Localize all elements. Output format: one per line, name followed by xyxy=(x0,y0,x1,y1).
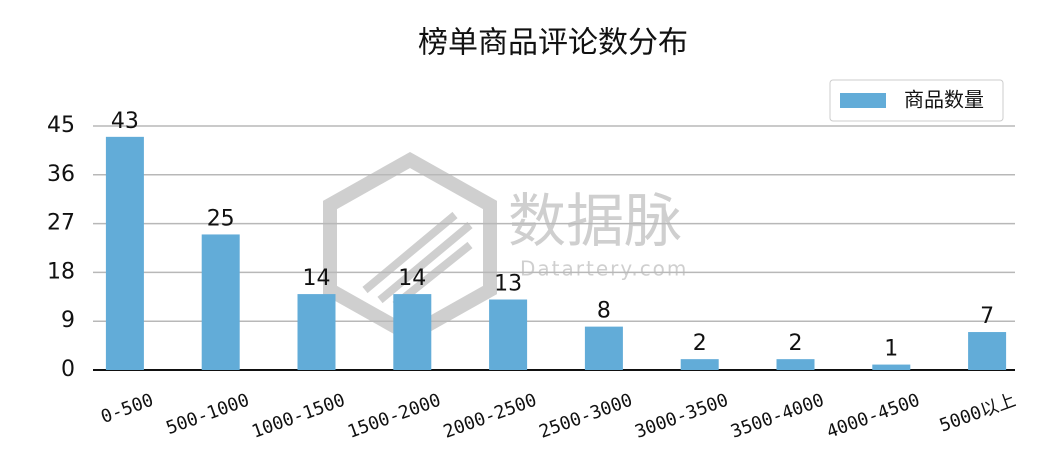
bar xyxy=(393,294,432,370)
bar xyxy=(297,294,336,370)
y-tick-label: 0 xyxy=(61,357,75,382)
value-label: 7 xyxy=(980,304,994,329)
watermark-site: Datartery.com xyxy=(520,257,688,281)
value-label: 13 xyxy=(494,272,522,297)
value-label: 2 xyxy=(693,331,707,356)
bar xyxy=(584,326,623,370)
legend-box xyxy=(829,79,1004,122)
x-tick-label: 4000-4500 xyxy=(824,390,923,443)
bar xyxy=(680,359,719,370)
x-tick-label: 2500-3000 xyxy=(536,390,635,443)
value-label: 14 xyxy=(303,266,331,291)
legend-swatch xyxy=(840,93,886,108)
x-tick-label: 500-1000 xyxy=(163,390,252,439)
value-label: 14 xyxy=(398,266,426,291)
x-tick-label: 2000-2500 xyxy=(441,390,540,443)
x-tick-label: 1000-1500 xyxy=(249,390,348,443)
value-label: 43 xyxy=(111,109,139,134)
legend-label: 商品数量 xyxy=(904,88,984,112)
x-tick-label: 0-500 xyxy=(98,390,156,428)
value-label: 25 xyxy=(207,206,235,231)
y-tick-label: 27 xyxy=(47,211,75,236)
y-tick-label: 36 xyxy=(47,162,75,187)
bar xyxy=(968,332,1007,370)
watermark-logo-lines xyxy=(362,211,473,309)
bar xyxy=(776,359,815,370)
x-tick-label: 3500-4000 xyxy=(728,390,827,443)
y-tick-label: 45 xyxy=(47,113,75,138)
legend: 商品数量 xyxy=(829,79,1004,122)
bar xyxy=(201,234,240,370)
bar xyxy=(872,364,911,370)
x-tick-label: 3000-3500 xyxy=(632,390,731,443)
bar xyxy=(105,136,144,370)
bar xyxy=(489,299,528,370)
value-label: 1 xyxy=(884,337,898,362)
watermark-text: 数据脉 xyxy=(508,187,682,255)
x-tick-label: 5000以上 xyxy=(937,390,1019,437)
value-label: 8 xyxy=(597,299,611,324)
y-tick-label: 9 xyxy=(61,308,75,333)
value-label: 2 xyxy=(789,331,803,356)
x-tick-label: 1500-2000 xyxy=(345,390,444,443)
y-tick-label: 18 xyxy=(47,259,75,284)
chart-title: 榜单商品评论数分布 xyxy=(418,26,688,61)
